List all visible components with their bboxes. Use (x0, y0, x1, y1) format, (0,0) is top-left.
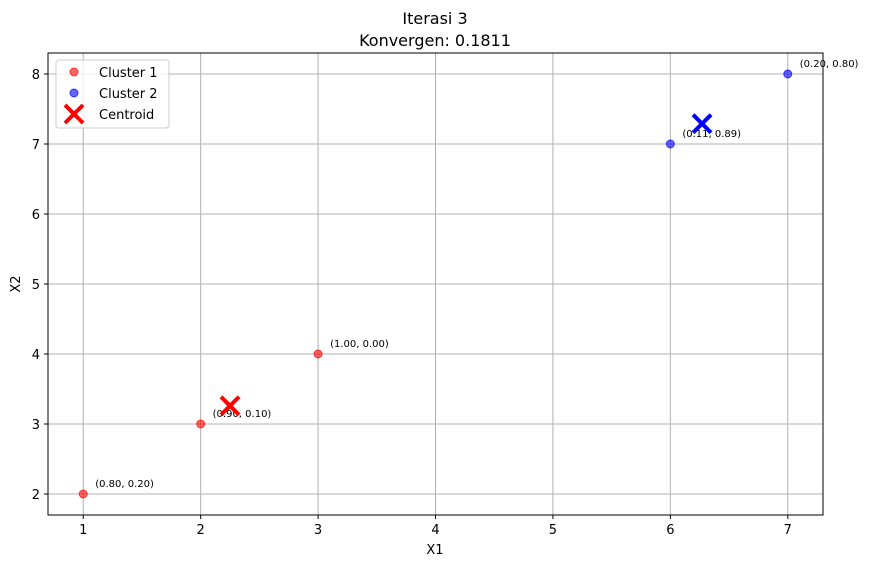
x-axis-label: X1 (426, 543, 443, 558)
chart-subtitle: Konvergen: 0.1811 (359, 31, 511, 50)
centroid-marker (219, 395, 241, 417)
point-annotation: (0.80, 0.20) (95, 479, 154, 490)
x-tick-label: 1 (79, 523, 87, 538)
legend-marker-cluster-2 (69, 88, 79, 98)
x-tick-label: 2 (197, 523, 205, 538)
data-point-cluster-1 (78, 489, 88, 499)
centroids-layer (219, 113, 713, 417)
legend-centroid-stroke (63, 103, 85, 125)
point-annotation: (0.11, 0.89) (682, 129, 741, 140)
legend-marker-cluster-1 (69, 67, 79, 77)
data-point-cluster-2 (665, 139, 675, 149)
legend-label: Cluster 1 (99, 66, 158, 81)
legend: Cluster 1 Cluster 2 Centroid (55, 59, 170, 129)
point-labels-layer: (0.80, 0.20) (0.90, 0.10) (1.00, 0.00) (0.1… (95, 59, 858, 490)
data-point-cluster-2 (783, 69, 793, 79)
legend-label: Centroid (99, 108, 154, 123)
x-tick-label: 5 (549, 523, 557, 538)
x-tick-label: 7 (784, 523, 792, 538)
y-tick-label: 3 (32, 418, 40, 433)
centroid-stroke (691, 113, 713, 135)
x-tick-label: 6 (666, 523, 674, 538)
centroid-stroke (219, 395, 241, 417)
x-tick-label: 3 (314, 523, 322, 538)
y-tick-label: 8 (32, 68, 40, 83)
y-tick-label: 6 (32, 208, 40, 223)
legend-label: Cluster 2 (99, 87, 158, 102)
data-point-cluster-1 (196, 419, 206, 429)
legend-marker-centroid (63, 103, 85, 125)
y-tick-label: 2 (32, 488, 40, 503)
grid-layer (48, 53, 823, 515)
x-tick-label: 4 (431, 523, 439, 538)
y-axis-label: X2 (9, 275, 24, 292)
y-tick-label: 5 (32, 278, 40, 293)
y-tick-label: 4 (32, 348, 40, 363)
centroid-marker (691, 113, 713, 135)
chart-title: Iterasi 3 (402, 9, 467, 28)
axes-layer: 1 2 3 4 5 6 7 2 3 4 5 6 7 8 (32, 52, 824, 538)
point-annotation: (0.20, 0.80) (800, 59, 859, 70)
data-point-cluster-1 (313, 349, 323, 359)
legend-box (55, 59, 170, 129)
point-annotation: (0.90, 0.10) (213, 409, 272, 420)
points-layer (78, 69, 793, 499)
point-annotation: (1.00, 0.00) (330, 339, 389, 350)
y-tick-label: 7 (32, 138, 40, 153)
